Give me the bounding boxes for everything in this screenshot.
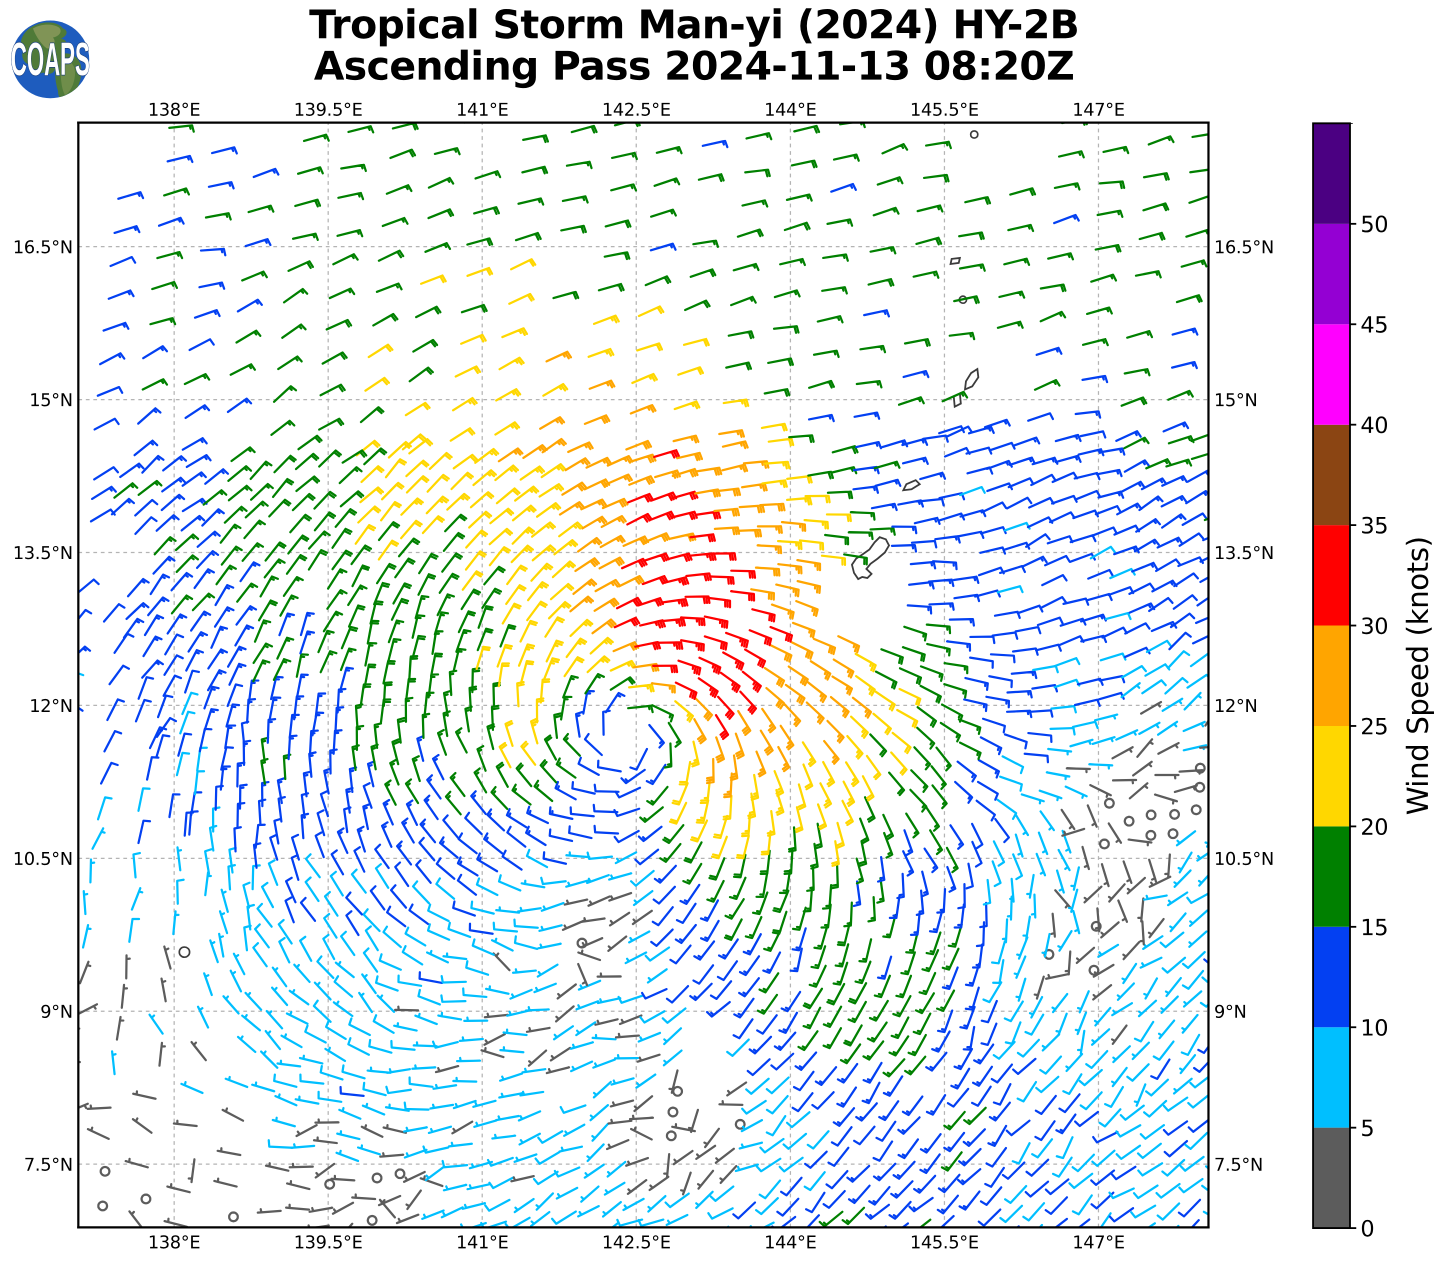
svg-text:COAPS: COAPS (11, 33, 90, 85)
